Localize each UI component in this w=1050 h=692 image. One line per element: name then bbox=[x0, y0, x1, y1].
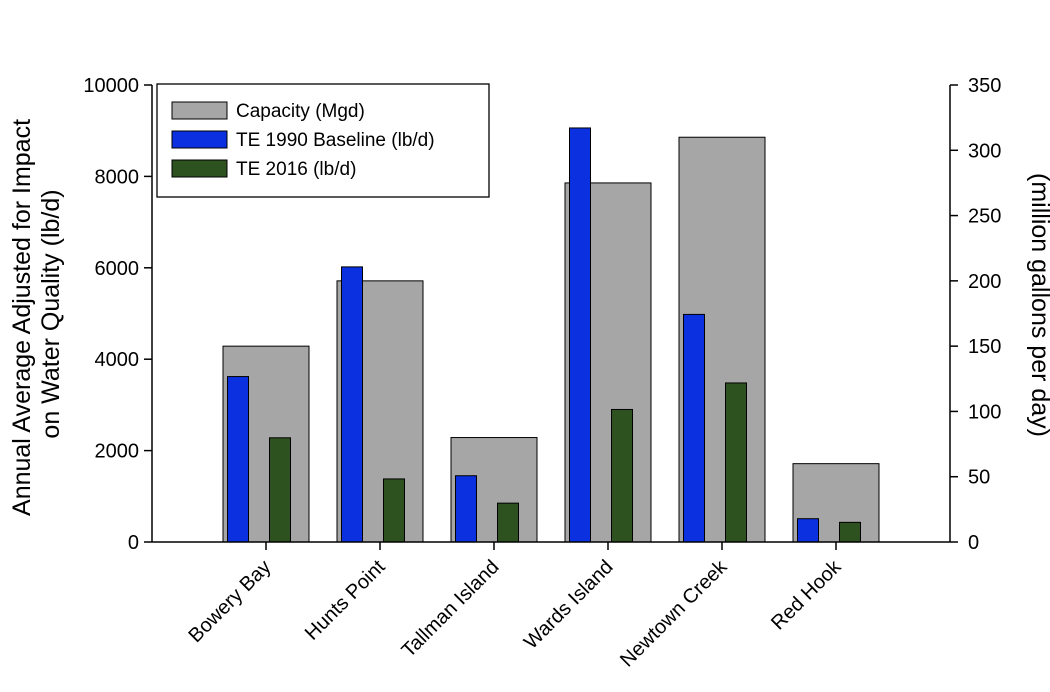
legend: Capacity (Mgd) TE 1990 Baseline (lb/d) T… bbox=[156, 83, 490, 198]
left-tick-label-0: 0 bbox=[128, 532, 139, 554]
right-tick-label-250: 250 bbox=[968, 206, 1001, 228]
bar-te-2016-hunts-point bbox=[383, 478, 405, 543]
bar-te-2016-bowery-bay bbox=[269, 437, 291, 543]
x-tick-label-red-hook: Red Hook bbox=[767, 555, 846, 634]
left-tick-label-8000: 8000 bbox=[95, 166, 140, 188]
legend-label-te-1990: TE 1990 Baseline (lb/d) bbox=[236, 130, 435, 151]
axes-layer bbox=[151, 85, 951, 543]
bar-te-1990-red-hook bbox=[797, 518, 819, 543]
left-tick-label-10000: 10000 bbox=[83, 75, 139, 97]
bar-te-2016-red-hook bbox=[839, 521, 861, 543]
right-axis-title: (million gallons per day) bbox=[1026, 173, 1050, 437]
x-tick-label-hunts-point: Hunts Point bbox=[301, 556, 390, 645]
left-axis-title: Annual Average Adjusted for Impact on Wa… bbox=[8, 112, 65, 516]
legend-swatch-capacity bbox=[171, 101, 228, 120]
bar-te-1990-wards-island bbox=[569, 127, 591, 543]
left-tick-label-6000: 6000 bbox=[95, 258, 140, 280]
left-axis-title-line-1: Annual Average Adjusted for Impact bbox=[8, 119, 36, 516]
right-tick-label-300: 300 bbox=[968, 140, 1001, 162]
legend-swatch-te-1990 bbox=[171, 130, 228, 149]
legend-label-capacity: Capacity (Mgd) bbox=[236, 101, 365, 122]
bar-te-1990-tallman-island bbox=[455, 475, 477, 543]
bar-te-1990-bowery-bay bbox=[227, 376, 249, 543]
right-tick-label-100: 100 bbox=[968, 401, 1001, 423]
left-axis-title-line-2: on Water Quality (lb/d) bbox=[37, 189, 65, 438]
bar-te-1990-newtown-creek bbox=[683, 313, 705, 543]
bar-te-1990-hunts-point bbox=[341, 266, 363, 543]
right-tick-label-200: 200 bbox=[968, 271, 1001, 293]
right-axis-ticks: 0 50 100 150 200 250 300 350 bbox=[950, 75, 1001, 554]
x-tick-label-newtown-creek: Newtown Creek bbox=[616, 555, 732, 671]
bars-layer bbox=[222, 127, 880, 543]
x-axis-ticks: Bowery Bay Hunts Point Tallman Island Wards… bbox=[185, 542, 846, 671]
right-tick-label-0: 0 bbox=[968, 532, 979, 554]
bar-te-2016-wards-island bbox=[611, 408, 633, 543]
bar-te-2016-tallman-island bbox=[497, 502, 519, 543]
left-tick-label-2000: 2000 bbox=[95, 441, 140, 463]
right-tick-label-150: 150 bbox=[968, 336, 1001, 358]
left-axis-ticks: 0 2000 4000 6000 8000 10000 bbox=[83, 75, 152, 554]
legend-label-te-2016: TE 2016 (lb/d) bbox=[236, 159, 356, 180]
x-tick-label-wards-island: Wards Island bbox=[520, 556, 618, 654]
x-tick-label-tallman-island: Tallman Island bbox=[398, 556, 504, 662]
right-tick-label-50: 50 bbox=[968, 467, 990, 489]
legend-swatch-te-2016 bbox=[171, 159, 228, 178]
right-tick-label-350: 350 bbox=[968, 75, 1001, 97]
x-tick-label-bowery-bay: Bowery Bay bbox=[185, 556, 276, 647]
left-tick-label-4000: 4000 bbox=[95, 349, 140, 371]
bar-te-2016-newtown-creek bbox=[725, 382, 747, 543]
